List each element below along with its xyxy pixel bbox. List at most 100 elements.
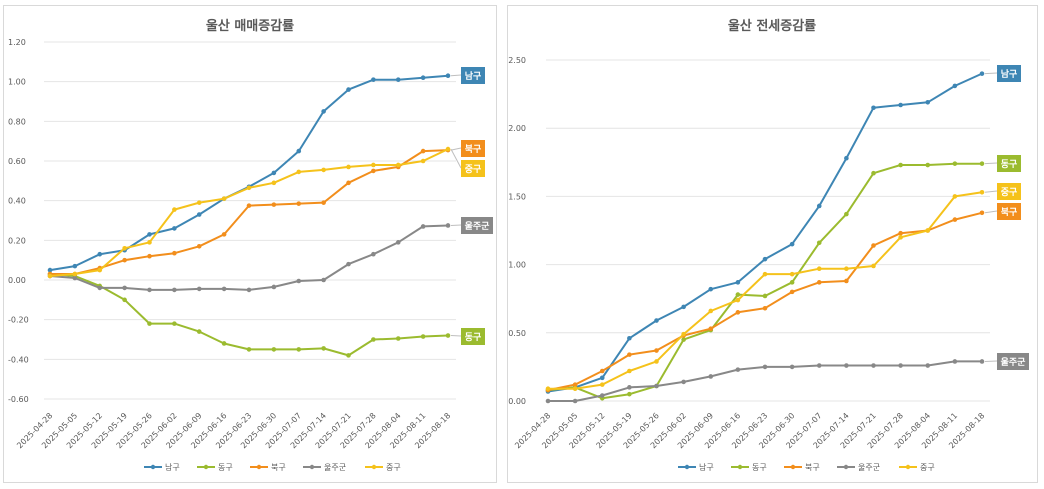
- data-point: [47, 273, 53, 279]
- end-label: 남구: [465, 70, 482, 82]
- data-point: [221, 196, 227, 201]
- data-point: [708, 286, 714, 292]
- series-line: [547, 211, 983, 392]
- y-tick-label: 1.50: [508, 192, 526, 201]
- y-tick-label: 1.00: [8, 78, 26, 87]
- data-point: [271, 170, 277, 176]
- data-point: [395, 162, 401, 168]
- legend-label: 울주군: [324, 463, 346, 472]
- sale-change-chart: 울산 매매증감률 -0.60 -0.40 -0.20 0.00 0.20 0.40 0.60…: [8, 18, 493, 472]
- data-point: [681, 379, 686, 385]
- data-point: [816, 240, 822, 246]
- data-point: [172, 321, 177, 326]
- data-point: [627, 368, 632, 374]
- data-point: [735, 367, 741, 372]
- end-label: 북구: [1001, 207, 1018, 218]
- data-point: [420, 224, 426, 229]
- chart-panel-sale: 울산 매매증감률 -0.60 -0.40 -0.20 0.00 0.20 0.40 0.60…: [3, 5, 497, 483]
- data-point: [321, 109, 326, 114]
- data-point: [371, 251, 376, 257]
- data-point: [898, 235, 903, 240]
- data-point: [789, 271, 795, 277]
- legend-label: 남구: [165, 463, 180, 472]
- series-line: [548, 191, 983, 390]
- end-label-leader: [450, 147, 462, 151]
- data-point: [371, 162, 376, 168]
- series-중구: [545, 190, 985, 392]
- data-point: [445, 333, 451, 338]
- data-point: [296, 201, 302, 206]
- data-point: [681, 304, 686, 310]
- data-point: [979, 190, 985, 195]
- data-point: [898, 162, 903, 168]
- data-point: [599, 382, 605, 387]
- data-point: [681, 337, 686, 342]
- data-point: [654, 348, 659, 353]
- x-axis: 2025-04-282025-05-052025-05-122025-05-19…: [15, 411, 452, 450]
- data-point: [952, 161, 958, 166]
- end-label-box: [461, 67, 485, 84]
- data-point: [47, 267, 53, 273]
- data-point: [172, 207, 177, 212]
- data-point: [346, 261, 351, 267]
- y-tick-label: 0.00: [8, 276, 26, 285]
- data-point: [246, 185, 252, 191]
- data-point: [296, 347, 302, 352]
- data-point: [122, 257, 127, 263]
- data-point: [321, 200, 326, 205]
- data-point: [321, 167, 326, 173]
- data-point: [172, 226, 177, 231]
- data-point: [654, 359, 659, 364]
- data-point: [72, 263, 78, 269]
- data-point: [871, 105, 876, 111]
- data-point: [844, 278, 849, 284]
- data-point: [122, 285, 127, 291]
- data-point: [979, 359, 985, 364]
- data-point: [952, 359, 958, 364]
- y-tick-label: -0.40: [8, 355, 29, 364]
- data-point: [246, 347, 252, 352]
- data-point: [296, 148, 302, 154]
- data-point: [979, 161, 985, 166]
- data-point: [708, 326, 714, 332]
- end-label-box: [997, 155, 1021, 172]
- data-point: [420, 158, 426, 164]
- data-point: [979, 210, 985, 216]
- data-point: [147, 232, 152, 237]
- end-label-box: [461, 217, 493, 234]
- data-point: [572, 398, 578, 404]
- series-남구: [545, 71, 985, 394]
- legend-marker: [256, 464, 262, 470]
- data-point: [72, 275, 78, 281]
- end-label: 중구: [1001, 187, 1018, 198]
- legend-label: 남구: [699, 463, 714, 472]
- data-point: [898, 102, 903, 108]
- legend-marker: [150, 464, 156, 470]
- data-point: [221, 286, 227, 292]
- end-label-leader: [450, 74, 462, 77]
- data-point: [844, 211, 849, 217]
- data-point: [925, 228, 931, 233]
- legend: 남구 동구 북구 울주군 중구: [678, 463, 935, 472]
- series-울주군: [545, 359, 985, 404]
- data-point: [979, 71, 985, 76]
- data-point: [122, 297, 127, 303]
- series-남구: [47, 73, 451, 273]
- end-label-box: [997, 65, 1021, 82]
- data-point: [196, 243, 202, 249]
- data-point: [346, 87, 351, 92]
- y-tick-label: 0.40: [8, 197, 26, 206]
- data-point: [952, 217, 958, 222]
- data-point: [871, 263, 876, 269]
- series-동구: [47, 271, 451, 358]
- data-point: [844, 266, 849, 271]
- jeonse-change-chart: 울산 전세증감률 0.00 0.50 1.00 1.50 2.00 2.50 2025-04…: [508, 18, 1029, 472]
- x-axis: 2025-04-282025-05-052025-05-122025-05-19…: [513, 411, 986, 450]
- data-point: [271, 180, 277, 186]
- end-label-leader: [984, 72, 998, 75]
- end-label: 동구: [1001, 159, 1018, 170]
- y-tick-label: 1.00: [508, 261, 526, 270]
- data-point: [271, 284, 277, 290]
- data-point: [97, 251, 103, 257]
